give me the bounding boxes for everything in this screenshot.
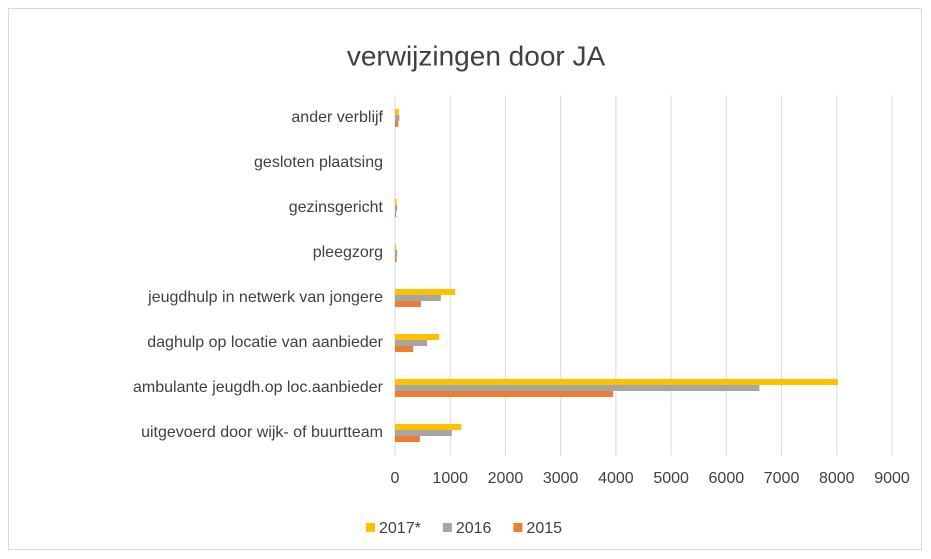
- x-tick-label: 1000: [432, 470, 468, 487]
- chart-title: verwijzingen door JA: [347, 40, 606, 71]
- y-tick-label: daghulp op locatie van aanbieder: [147, 334, 383, 351]
- y-tick-label: gezinsgericht: [289, 199, 384, 216]
- x-tick-label: 9000: [874, 470, 910, 487]
- legend-swatch: [366, 523, 375, 532]
- x-tick-label: 0: [391, 470, 400, 487]
- bar: [395, 250, 398, 256]
- bar: [395, 295, 441, 301]
- bar: [395, 430, 452, 436]
- legend-swatch: [442, 523, 452, 532]
- legend-label: 2015: [526, 520, 562, 537]
- bar: [395, 391, 614, 397]
- x-tick-label: 2000: [488, 470, 524, 487]
- bar: [395, 301, 421, 307]
- y-tick-label: ander verblijf: [291, 109, 383, 126]
- x-tick-label: 6000: [709, 470, 745, 487]
- legend-label: 2016: [456, 520, 492, 537]
- bar: [395, 334, 440, 340]
- chart-border: [8, 8, 922, 550]
- bar: [395, 385, 760, 391]
- bar: [395, 199, 397, 205]
- bar: [395, 289, 456, 295]
- bar: [395, 121, 399, 127]
- legend-label: 2017*: [379, 520, 421, 537]
- bar: [395, 109, 399, 115]
- x-tick-label: 7000: [764, 470, 800, 487]
- x-tick-label: 8000: [819, 470, 855, 487]
- bar: [395, 340, 428, 346]
- y-tick-label: pleegzorg: [313, 244, 383, 261]
- bar: [395, 205, 398, 211]
- bar: [395, 436, 420, 442]
- bar: [395, 256, 397, 262]
- x-tick-label: 4000: [598, 470, 634, 487]
- bar: [395, 115, 400, 121]
- x-tick-label: 3000: [543, 470, 579, 487]
- bar: [395, 346, 414, 352]
- bar: [395, 244, 397, 250]
- legend-swatch: [513, 523, 523, 532]
- y-tick-label: gesloten plaatsing: [254, 154, 383, 171]
- y-tick-label: uitgevoerd door wijk- of buurtteam: [141, 424, 383, 441]
- bar: [395, 379, 838, 385]
- bar: [395, 424, 462, 430]
- y-tick-label: ambulante jeugdh.op loc.aanbieder: [133, 379, 384, 396]
- bar: [395, 211, 397, 217]
- y-tick-label: jeugdhulp in netwerk van jongere: [147, 289, 383, 306]
- x-tick-label: 5000: [653, 470, 689, 487]
